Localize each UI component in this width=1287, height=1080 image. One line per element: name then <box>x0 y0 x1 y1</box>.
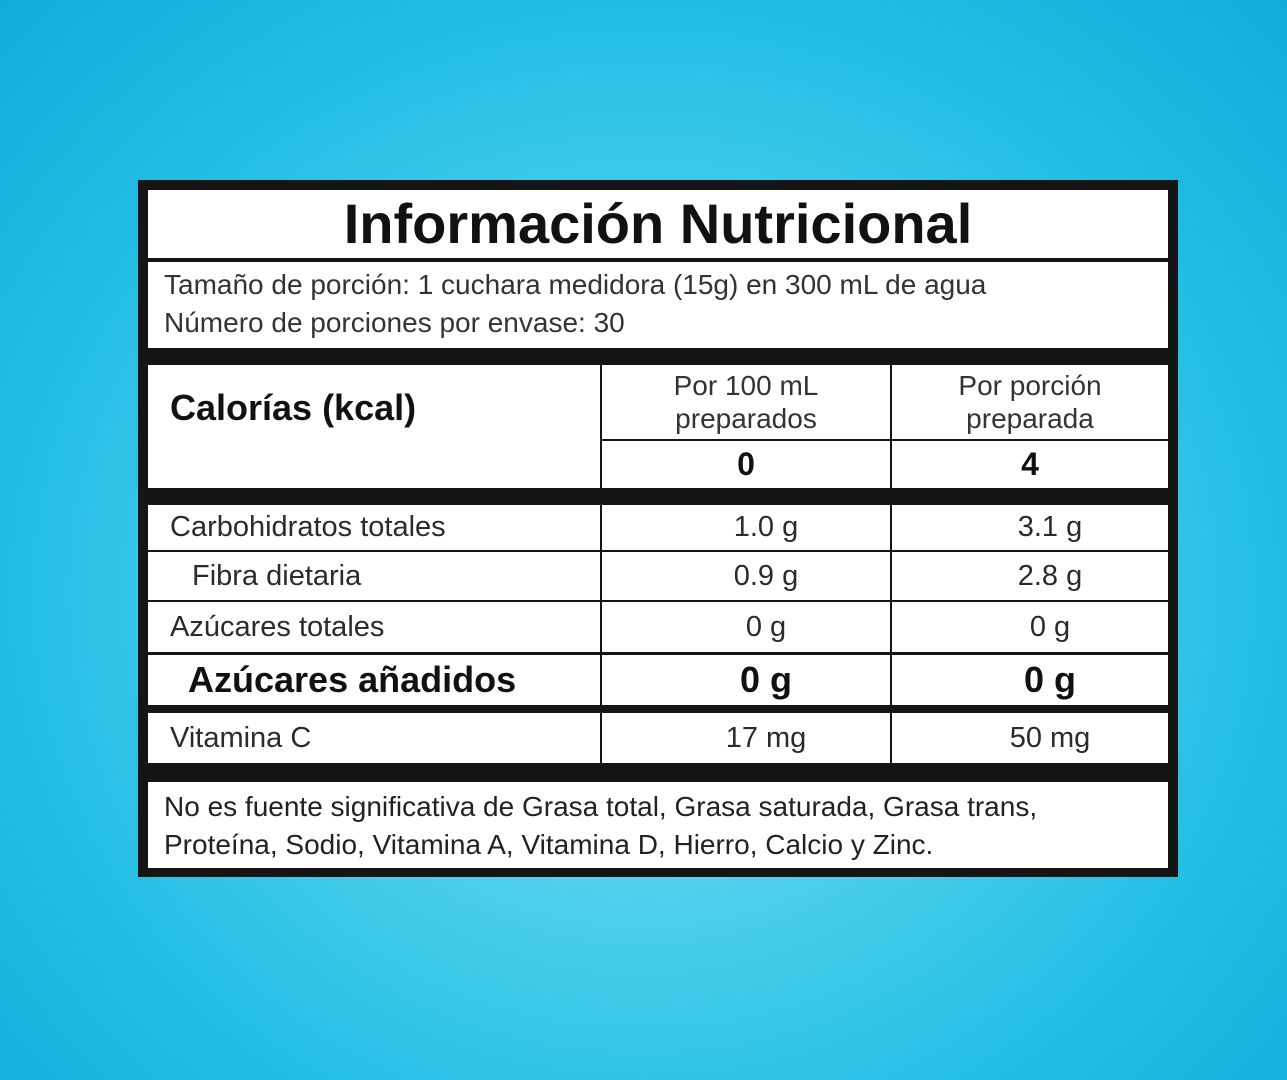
footer: No es fuente significativa de Grasa tota… <box>148 782 1168 868</box>
header-line: Por 100 mL <box>673 370 819 401</box>
title: Información Nutricional <box>148 190 1168 258</box>
nutrient-name: Fibra dietaria <box>148 552 600 600</box>
nutrient-value: 17 mg <box>602 713 890 763</box>
calories-value: 4 <box>892 441 1168 488</box>
nutrient-value: 0 g <box>892 602 1168 652</box>
nutrient-value: 3.1 g <box>892 505 1168 550</box>
nutrient-value: 50 mg <box>892 713 1168 763</box>
nutrition-label: Información Nutricional Tamaño de porció… <box>138 180 1178 877</box>
nutrient-value: 0 g <box>892 655 1168 705</box>
header-line: preparados <box>675 403 817 434</box>
nutrient-name: Azúcares totales <box>148 602 600 652</box>
nutrient-value: 2.8 g <box>892 552 1168 600</box>
header-line: preparada <box>966 403 1094 434</box>
calories-label: Calorías (kcal) <box>148 365 600 488</box>
nutrient-value: 1.0 g <box>602 505 890 550</box>
nutrient-name: Carbohidratos totales <box>148 505 600 550</box>
serving-info: Tamaño de porción: 1 cuchara medidora (1… <box>148 262 1168 348</box>
footer-line: No es fuente significativa de Grasa tota… <box>164 791 1038 822</box>
header-line: Por porción <box>958 370 1102 401</box>
servings-per-container: Número de porciones por envase: 30 <box>164 307 625 338</box>
column-header: Por 100 mL preparados <box>602 365 890 439</box>
nutrient-name: Vitamina C <box>148 713 600 763</box>
nutrient-value: 0 g <box>602 602 890 652</box>
column-header: Por porción preparada <box>892 365 1168 439</box>
nutrient-value: 0 g <box>602 655 890 705</box>
nutrient-name: Azúcares añadidos <box>148 655 600 705</box>
calories-value: 0 <box>602 441 890 488</box>
serving-size: Tamaño de porción: 1 cuchara medidora (1… <box>164 269 987 300</box>
nutrient-value: 0.9 g <box>602 552 890 600</box>
footer-line: Proteína, Sodio, Vitamina A, Vitamina D,… <box>164 829 934 860</box>
